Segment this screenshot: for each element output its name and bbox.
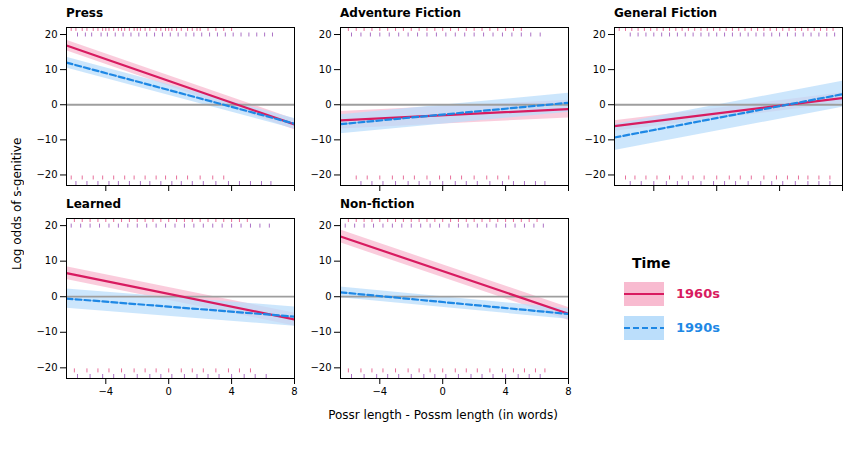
- svg-text:−10: −10: [36, 326, 57, 337]
- html-text:Time: Time: [632, 254, 671, 271]
- svg-text:10: 10: [319, 64, 332, 75]
- svg-text:−20: −20: [36, 169, 57, 180]
- svg-text:−10: −10: [36, 134, 57, 145]
- svg-text:20: 20: [319, 220, 332, 231]
- svg-text:0: 0: [51, 291, 57, 302]
- html-text:1990s: 1990s: [676, 320, 720, 335]
- html-text:Adventure Fiction: Adventure Fiction: [340, 6, 461, 20]
- svg-text:−20: −20: [584, 169, 605, 180]
- html-text:General Fiction: General Fiction: [614, 6, 717, 20]
- svg-text:−20: −20: [310, 169, 331, 180]
- svg-text:10: 10: [319, 255, 332, 266]
- svg-text:−20: −20: [36, 362, 57, 373]
- html-text:Non-fiction: Non-fiction: [340, 197, 415, 211]
- svg-text:−4: −4: [98, 386, 113, 397]
- svg-text:0: 0: [51, 99, 57, 110]
- svg-text:8: 8: [291, 386, 297, 397]
- svg-text:10: 10: [593, 64, 606, 75]
- html-text:1960s: 1960s: [676, 286, 720, 301]
- svg-text:8: 8: [565, 386, 571, 397]
- svg-text:4: 4: [228, 386, 234, 397]
- svg-text:−10: −10: [310, 326, 331, 337]
- html-text:Learned: Learned: [66, 197, 122, 211]
- html-text:Log odds of s-genitive: Log odds of s-genitive: [10, 137, 24, 271]
- svg-text:0: 0: [599, 99, 605, 110]
- svg-text:20: 20: [45, 220, 58, 231]
- svg-text:−10: −10: [584, 134, 605, 145]
- svg-text:20: 20: [593, 29, 606, 40]
- svg-text:0: 0: [440, 386, 446, 397]
- svg-text:−20: −20: [310, 362, 331, 373]
- svg-text:20: 20: [45, 29, 58, 40]
- svg-text:0: 0: [325, 99, 331, 110]
- svg-text:0: 0: [166, 386, 172, 397]
- svg-text:−4: −4: [372, 386, 387, 397]
- html-text:Press: Press: [66, 6, 104, 20]
- svg-text:10: 10: [45, 64, 58, 75]
- svg-text:−10: −10: [310, 134, 331, 145]
- html-text:Possr length - Possm length (i: Possr length - Possm length (in words): [328, 408, 558, 422]
- svg-text:0: 0: [325, 291, 331, 302]
- svg-text:20: 20: [319, 29, 332, 40]
- svg-text:4: 4: [502, 386, 508, 397]
- svg-text:10: 10: [45, 255, 58, 266]
